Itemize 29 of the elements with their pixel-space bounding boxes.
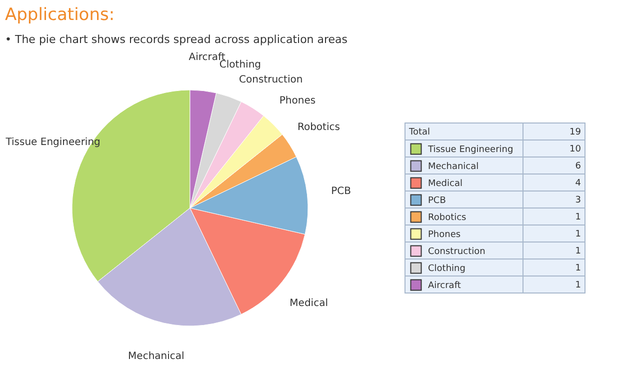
legend-label: Clothing [428,264,466,274]
slice-label: Construction [239,74,303,86]
slice-label: Robotics [297,122,340,134]
data-label: 1 [575,264,581,274]
data-label: 1 [575,212,581,222]
data-label: 1 [575,280,581,290]
text: 19 [570,128,582,138]
data-label: 10 [570,144,582,154]
slice-label: PCB [331,186,352,197]
data-label: 6 [575,162,582,172]
slice-label: Clothing [219,60,262,71]
legend-label: Phones [428,230,461,240]
legend-label: Tissue Engineering [427,145,514,155]
slice-label: Phones [279,96,316,107]
data-label: 4 [575,178,582,188]
legend-label: Construction [428,247,486,257]
legend-label: Mechanical [428,162,479,172]
data-label: 3 [575,196,581,206]
chart-subtitle: • The pie chart shows records spread across application areas [5,32,348,46]
data-label: 1 [575,230,581,240]
slice-label: Medical [290,298,328,309]
legend-label: PCB [428,196,446,206]
legend-label: Medical [428,179,462,189]
data-label: 1 [575,246,581,256]
chart-title: Applications: [5,4,115,25]
legend-label: Robotics [428,213,467,223]
slice-label: Mechanical [128,351,184,362]
text: Total [408,128,430,138]
legend-label: Aircraft [428,281,462,291]
